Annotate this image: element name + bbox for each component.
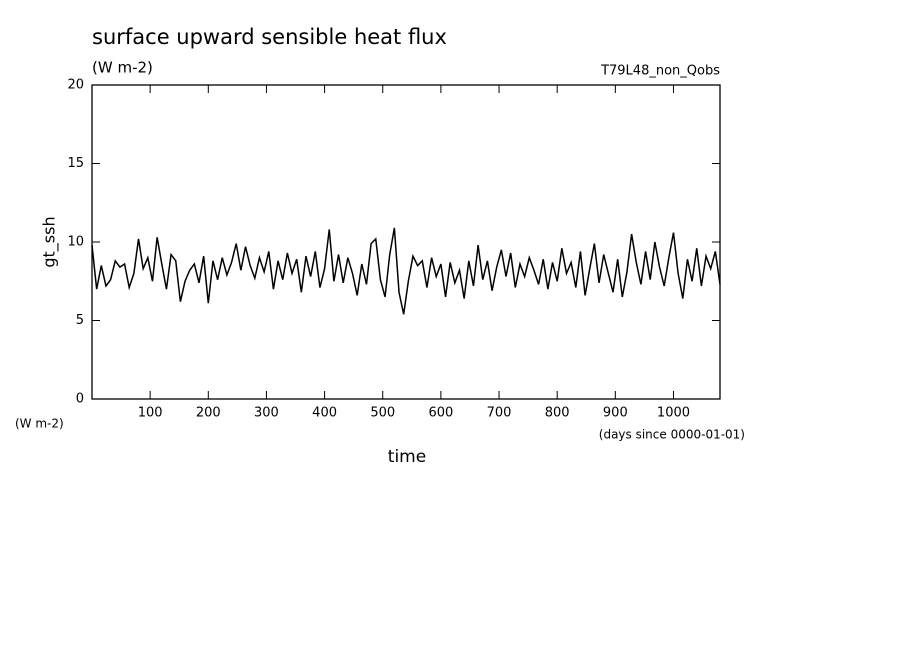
y-tick-label: 5 xyxy=(76,313,84,328)
annotation: T79L48_non_Qobs xyxy=(600,64,720,79)
subtitle: (W m-2) xyxy=(92,59,153,77)
x-tick-label: 200 xyxy=(196,406,221,421)
chart-title: surface upward sensible heat flux xyxy=(92,25,447,49)
y-tick-label: 10 xyxy=(67,235,84,250)
x-tick-label: 500 xyxy=(370,406,395,421)
data-line xyxy=(91,227,721,315)
y-tick-label: 0 xyxy=(76,392,84,407)
x-axis-label: time xyxy=(388,447,426,467)
x-tick-label: 600 xyxy=(428,406,453,421)
x-tick-label: 300 xyxy=(254,406,279,421)
y-axis-label: gt_ssh xyxy=(40,216,60,267)
x-tick-label: 400 xyxy=(312,406,337,421)
x-tick-label: 800 xyxy=(545,406,570,421)
y-tick-label: 15 xyxy=(67,156,84,171)
x-tick-label: 700 xyxy=(487,406,512,421)
y-units: (W m-2) xyxy=(15,417,64,431)
x-units: (days since 0000-01-01) xyxy=(599,428,745,442)
x-tick-label: 900 xyxy=(603,406,628,421)
x-tick-label: 1000 xyxy=(657,406,690,421)
x-tick-label: 100 xyxy=(138,406,163,421)
y-tick-label: 20 xyxy=(67,78,84,93)
